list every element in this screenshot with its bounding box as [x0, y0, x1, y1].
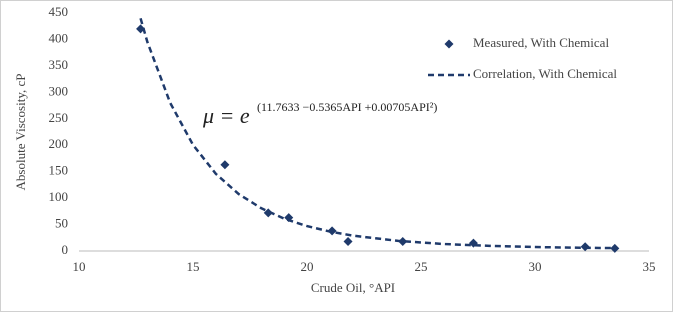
y-tick-label: 400	[49, 30, 69, 45]
x-axis-label: Crude Oil, °API	[311, 280, 395, 295]
legend-label: Correlation, With Chemical	[473, 66, 617, 81]
data-point	[136, 24, 146, 34]
equation-base: μ = e	[202, 103, 250, 128]
data-point	[263, 208, 273, 218]
x-tick-label: 25	[415, 259, 428, 274]
legend-label: Measured, With Chemical	[473, 35, 609, 50]
data-point	[327, 226, 337, 236]
x-tick-label: 20	[301, 259, 314, 274]
y-axis-label: Absolute Viscosity, cP	[13, 74, 28, 191]
x-tick-label: 15	[187, 259, 200, 274]
equation-exponent: (11.7633 −0.5365API +0.00705API²)	[257, 100, 437, 114]
y-tick-label: 200	[49, 136, 69, 151]
data-point	[610, 243, 620, 253]
correlation-line	[139, 17, 615, 250]
data-point	[343, 236, 353, 246]
data-point	[398, 236, 408, 246]
y-tick-label: 300	[49, 83, 69, 98]
y-tick-label: 150	[49, 163, 69, 178]
y-tick-label: 350	[49, 57, 69, 72]
x-tick-label: 35	[643, 259, 656, 274]
y-tick-label: 0	[62, 242, 69, 257]
y-tick-label: 450	[49, 4, 69, 19]
x-tick-label: 30	[529, 259, 542, 274]
y-tick-label: 250	[49, 110, 69, 125]
legend-swatch	[444, 39, 454, 49]
data-point	[220, 160, 230, 170]
y-tick-label: 100	[49, 189, 69, 204]
x-tick-label: 10	[73, 259, 86, 274]
y-tick-label: 50	[55, 216, 68, 231]
